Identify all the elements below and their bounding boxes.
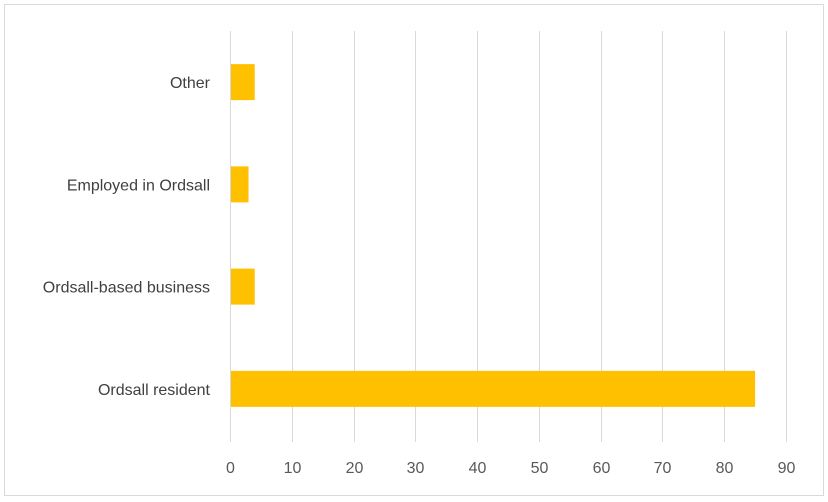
category-labels: Ordsall resident Ordsall-based business Em… — [43, 75, 211, 399]
x-tick-label: 10 — [284, 460, 302, 477]
bars — [230, 64, 756, 407]
gridlines — [292, 31, 787, 440]
y-category-label: Other — [170, 75, 211, 92]
x-tick-label: 60 — [593, 460, 611, 477]
x-tick-label: 50 — [531, 460, 549, 477]
chart-border — [4, 4, 824, 496]
bar — [230, 370, 756, 407]
y-category-label: Ordsall-based business — [43, 280, 210, 297]
x-tick-label: 0 — [226, 460, 235, 477]
x-tick-label: 20 — [346, 460, 364, 477]
bar — [230, 166, 249, 203]
x-tick-label: 30 — [407, 460, 425, 477]
y-category-label: Employed in Ordsall — [67, 177, 210, 194]
axes — [230, 31, 787, 442]
y-category-label: Ordsall resident — [98, 382, 211, 399]
x-tick-label: 90 — [778, 460, 796, 477]
bar — [230, 268, 255, 305]
bar — [230, 64, 255, 101]
x-tick-labels: 0 10 20 30 40 50 60 70 80 90 — [226, 460, 795, 477]
x-tick-label: 80 — [716, 460, 734, 477]
x-tick-label: 70 — [654, 460, 672, 477]
x-tick-label: 40 — [469, 460, 487, 477]
